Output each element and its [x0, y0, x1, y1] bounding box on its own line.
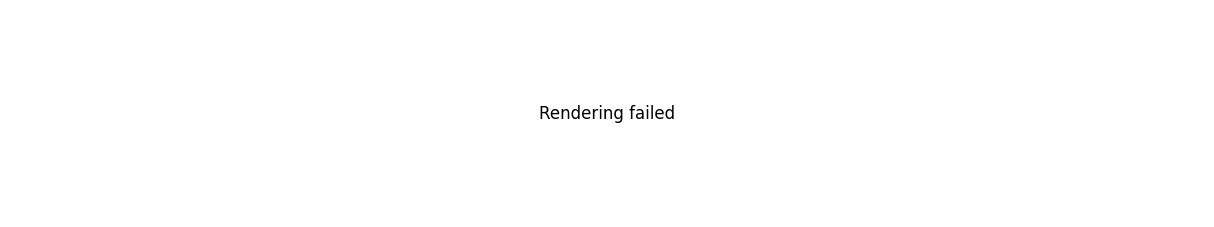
Text: Rendering failed: Rendering failed	[539, 105, 675, 122]
